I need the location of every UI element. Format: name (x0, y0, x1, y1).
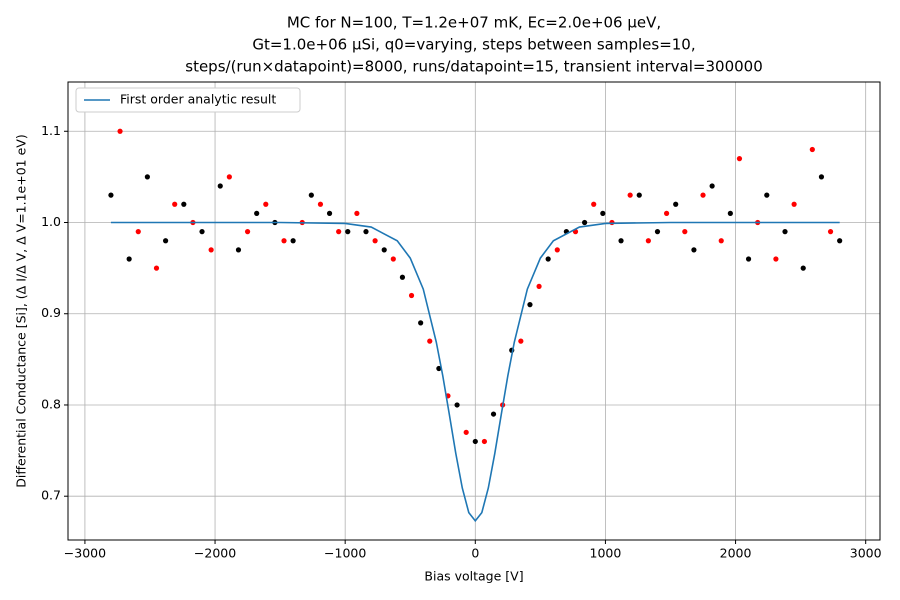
data-point (809, 146, 815, 153)
data-point (782, 229, 788, 235)
data-point (317, 201, 324, 207)
data-point (490, 411, 497, 417)
data-point (691, 247, 697, 253)
data-point (208, 247, 214, 253)
data-point (390, 256, 396, 262)
data-point (235, 247, 242, 253)
chart-title: steps/(run×datapoint)=8000, runs/datapoi… (185, 58, 763, 76)
y-axis-label: Differential Conductance [Si], (Δ I/Δ V,… (14, 134, 29, 487)
data-point (436, 365, 442, 372)
chart-title: MC for N=100, T=1.2e+07 mK, Ec=2.0e+06 μ… (287, 14, 661, 32)
data-point (636, 192, 642, 198)
data-point (454, 402, 460, 408)
data-point (162, 238, 169, 244)
x-tick-label: −2000 (194, 546, 236, 561)
data-point (408, 292, 415, 299)
data-point (481, 438, 488, 445)
data-point (727, 210, 733, 216)
data-point (591, 201, 597, 207)
data-point (463, 429, 469, 435)
data-point (281, 238, 287, 244)
x-tick-label: 2000 (720, 546, 752, 561)
data-point (536, 283, 542, 289)
data-point (645, 238, 651, 244)
data-point (654, 229, 661, 235)
data-point (700, 192, 706, 198)
data-point (472, 438, 478, 445)
data-point (336, 229, 342, 235)
x-tick-label: −3000 (64, 546, 106, 561)
x-tick-label: 3000 (850, 546, 882, 561)
data-point (545, 256, 551, 262)
y-tick-label: 0.7 (41, 488, 61, 503)
line (110, 221, 840, 523)
data-point (354, 210, 360, 216)
data-point (363, 229, 369, 235)
data-point (108, 192, 114, 198)
data-point (554, 247, 560, 253)
data-point (709, 183, 715, 189)
data-point (837, 238, 843, 244)
data-point (172, 201, 178, 207)
y-tick-label: 0.8 (41, 396, 61, 411)
x-tick-label: −1000 (324, 546, 366, 561)
data-point (135, 229, 141, 235)
data-point (736, 156, 743, 162)
legend: First order analytic result (75, 87, 301, 113)
data-point (181, 201, 187, 207)
data-point (600, 210, 606, 216)
data-point (800, 265, 806, 271)
x-tick-label: 0 (471, 546, 479, 561)
data-point (773, 256, 779, 262)
data-point (381, 247, 387, 253)
data-point (527, 302, 533, 308)
data-point (254, 210, 260, 216)
data-point (663, 210, 670, 216)
data-point (627, 192, 633, 198)
data-point (745, 256, 752, 262)
data-point (518, 338, 524, 344)
y-tick-label: 1.0 (41, 214, 61, 229)
data-point (244, 229, 251, 235)
chart-title: Gt=1.0e+06 μSi, q0=varying, steps betwee… (252, 36, 695, 54)
data-point (372, 238, 378, 244)
data-point (682, 229, 688, 235)
data-point (345, 229, 351, 235)
data-point (217, 183, 223, 189)
plot-frame (67, 81, 881, 541)
legend-label: First order analytic result (120, 92, 276, 107)
data-point (226, 174, 232, 180)
data-point (326, 210, 333, 216)
data-point (618, 238, 624, 244)
legend-box (75, 87, 301, 113)
y-tick-label: 0.9 (41, 305, 61, 320)
data-point (308, 192, 314, 198)
data-point (199, 229, 205, 235)
data-point (144, 174, 150, 180)
data-point (673, 201, 679, 207)
data-point (427, 338, 433, 344)
data-point (791, 201, 797, 207)
data-point (263, 201, 269, 207)
data-point (117, 128, 123, 134)
data-point (582, 219, 588, 226)
x-tick-label: 1000 (590, 546, 622, 561)
data-point (764, 192, 770, 198)
data-point (126, 256, 132, 262)
x-axis-label: Bias voltage [V] (424, 569, 523, 584)
data-point (818, 174, 825, 180)
data-point (153, 265, 160, 271)
data-point (418, 320, 424, 326)
data-point (290, 238, 296, 244)
data-point (827, 229, 834, 235)
data-point (399, 274, 406, 280)
y-tick-label: 1.1 (41, 123, 61, 138)
data-point (718, 238, 724, 244)
